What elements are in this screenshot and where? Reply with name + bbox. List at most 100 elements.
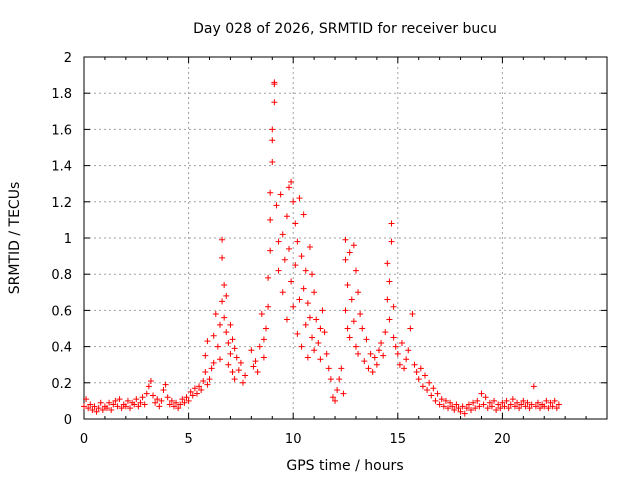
data-point [409, 311, 416, 318]
data-point [200, 377, 207, 384]
data-point [311, 347, 318, 354]
data-point [319, 307, 326, 314]
data-point [434, 390, 441, 397]
data-point [499, 399, 506, 406]
data-point [451, 406, 458, 413]
data-point [392, 343, 399, 350]
data-point [263, 325, 270, 332]
data-point [133, 396, 140, 403]
x-tick-label: 20 [494, 432, 511, 447]
data-point [286, 245, 293, 252]
data-point [116, 396, 123, 403]
data-point [520, 397, 527, 404]
data-point [551, 397, 558, 404]
data-point [317, 325, 324, 332]
data-point [549, 403, 556, 410]
data-point [242, 372, 249, 379]
data-point [344, 282, 351, 289]
data-point [302, 321, 309, 328]
data-point [342, 256, 349, 263]
data-point [453, 401, 460, 408]
data-point [286, 184, 293, 191]
data-point [394, 350, 401, 357]
data-point [196, 383, 203, 390]
data-point [378, 339, 385, 346]
data-point [363, 336, 370, 343]
data-point [225, 361, 232, 368]
data-point [445, 405, 452, 412]
data-point [87, 401, 94, 408]
data-point [296, 195, 303, 202]
y-tick-label: 1.2 [51, 196, 72, 211]
data-point [486, 399, 493, 406]
y-axis-label: SRMTID / TECUs [7, 182, 23, 295]
data-point [193, 390, 200, 397]
data-point [89, 406, 96, 413]
data-point [254, 368, 261, 375]
y-tick-label: 0.4 [51, 341, 72, 356]
data-point [336, 376, 343, 383]
data-point [147, 377, 154, 384]
data-point [359, 325, 366, 332]
data-point [181, 399, 188, 406]
data-point [237, 359, 244, 366]
data-point [296, 296, 303, 303]
data-point [110, 401, 117, 408]
data-point [260, 336, 267, 343]
y-tick-label: 1.6 [51, 123, 72, 138]
data-point [455, 405, 462, 412]
y-tick-label: 1 [64, 232, 72, 247]
data-point [208, 365, 215, 372]
data-point [488, 403, 495, 410]
data-point [355, 350, 362, 357]
data-point [449, 403, 456, 410]
data-point [367, 350, 374, 357]
data-point [514, 399, 521, 406]
data-point [298, 253, 305, 260]
data-point [415, 376, 422, 383]
data-point [202, 368, 209, 375]
data-point [411, 361, 418, 368]
data-point [436, 401, 443, 408]
x-tick-label: 15 [390, 432, 407, 447]
data-point [344, 325, 351, 332]
data-point [122, 403, 129, 410]
y-tick-label: 1.8 [51, 87, 72, 102]
data-point [405, 347, 412, 354]
data-point [239, 379, 246, 386]
data-point [465, 401, 472, 408]
data-point [373, 361, 380, 368]
data-point [275, 238, 282, 245]
data-point [154, 396, 161, 403]
data-point [216, 321, 223, 328]
data-point [267, 189, 274, 196]
data-point [162, 381, 169, 388]
y-tick-label: 0.8 [51, 268, 72, 283]
data-point [357, 311, 364, 318]
data-point [85, 405, 92, 412]
data-point [112, 397, 119, 404]
data-point [81, 403, 87, 410]
x-tick-label: 0 [80, 432, 88, 447]
data-point [221, 314, 228, 321]
data-point [442, 397, 449, 404]
data-point [177, 401, 184, 408]
data-point [223, 292, 230, 299]
data-point [350, 242, 357, 249]
data-point [156, 403, 163, 410]
y-tick-label: 2 [64, 51, 72, 66]
data-point [283, 316, 290, 323]
data-point [283, 213, 290, 220]
data-point [187, 388, 194, 395]
data-point [325, 365, 332, 372]
data-point [384, 260, 391, 267]
data-point [355, 289, 362, 296]
data-point [497, 405, 504, 412]
data-point [304, 300, 311, 307]
grid-layer [84, 57, 607, 419]
data-point [233, 354, 240, 361]
data-point [252, 358, 259, 365]
data-point [221, 282, 228, 289]
data-point [300, 285, 307, 292]
data-point [386, 278, 393, 285]
